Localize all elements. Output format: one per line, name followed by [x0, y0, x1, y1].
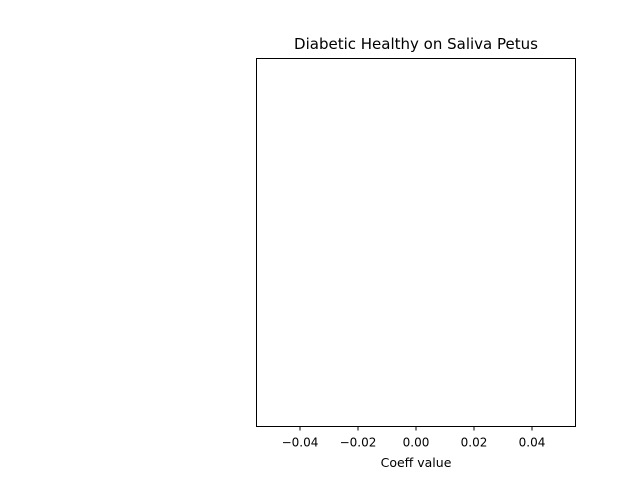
- x-tick-label: 0.02: [461, 436, 488, 450]
- x-axis-ticks: −0.04 −0.02 0.00 0.02 0.04: [282, 426, 546, 450]
- plot-area: [256, 58, 576, 427]
- x-tick-label: 0.04: [519, 436, 546, 450]
- x-tick-label: 0.00: [403, 436, 430, 450]
- x-axis-label: Coeff value: [381, 455, 452, 470]
- chart-title: Diabetic Healthy on Saliva Petus: [294, 35, 538, 53]
- x-tick-label: −0.04: [282, 436, 319, 450]
- x-tick-label: −0.02: [340, 436, 377, 450]
